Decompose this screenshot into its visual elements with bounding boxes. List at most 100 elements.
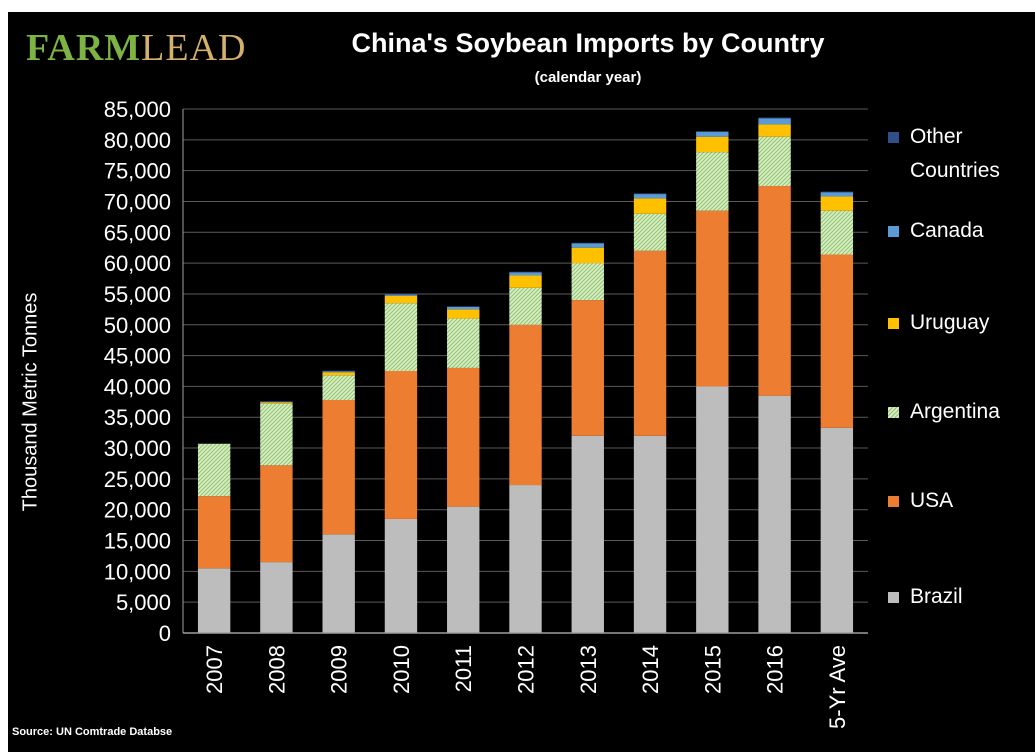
- legend-swatch-canada: [888, 226, 899, 237]
- stacked-bar-chart: 0 5,000 10,000 15,000 20,000 25,000 30,000 35,0…: [104, 97, 868, 729]
- bar-brazil-2016: [758, 395, 791, 633]
- y-tick-label: 20,000: [104, 498, 171, 523]
- bar-argentina-2011: [447, 318, 480, 368]
- bar-brazil-2015: [696, 386, 729, 633]
- y-tick-label: 75,000: [104, 159, 171, 184]
- legend-swatch-other-countries: [888, 132, 899, 143]
- bar-other-countries-2016: [758, 117, 791, 119]
- bar-canada-2015: [696, 131, 729, 137]
- bar-uruguay-5-yr-ave: [820, 196, 854, 211]
- legend-label-uruguay: Uruguay: [910, 311, 990, 334]
- bar-brazil-2013: [571, 435, 604, 633]
- legend-swatch-usa: [888, 496, 899, 507]
- bar-uruguay-2008: [260, 402, 293, 404]
- bar-brazil-2009: [322, 534, 355, 633]
- y-tick-label: 80,000: [104, 128, 171, 153]
- bar-brazil-2010: [384, 518, 418, 633]
- bar-argentina-2009: [322, 375, 355, 400]
- bar-other-countries-2009: [322, 370, 355, 372]
- x-tick-label: 2012: [514, 645, 539, 694]
- bar-usa-2007: [197, 496, 231, 569]
- y-tick-label: 50,000: [104, 313, 171, 338]
- bar-uruguay-2014: [633, 198, 667, 214]
- bar-brazil-2008: [260, 562, 293, 633]
- bar-usa-2011: [447, 367, 480, 507]
- legend-swatch-brazil: [888, 592, 899, 603]
- bar-usa-2015: [696, 210, 729, 387]
- y-tick-label: 10,000: [104, 559, 171, 584]
- bar-canada-2013: [571, 243, 604, 248]
- bar-uruguay-2016: [758, 124, 791, 137]
- bar-uruguay-2012: [509, 275, 542, 288]
- bar-usa-5-yr-ave: [820, 254, 854, 428]
- x-tick-label: 2014: [638, 645, 663, 694]
- bar-other-countries-2015: [696, 131, 729, 132]
- x-tick-label: 2011: [451, 645, 476, 692]
- y-tick-label: 85,000: [104, 97, 171, 122]
- bar-canada-5-yr-ave: [820, 192, 854, 197]
- y-tick-label: 55,000: [104, 282, 171, 307]
- bar-argentina-2008: [260, 403, 293, 466]
- bar-uruguay-2010: [384, 295, 418, 304]
- bar-other-countries-5-yr-ave: [820, 191, 854, 193]
- bar-usa-2012: [509, 324, 542, 486]
- source-note: Source: UN Comtrade Databse: [12, 726, 173, 738]
- bar-brazil-2011: [447, 506, 480, 633]
- bar-usa-2014: [633, 250, 667, 436]
- y-tick-label: 65,000: [104, 220, 171, 245]
- legend-swatch-uruguay: [888, 318, 899, 329]
- bar-brazil-2014: [633, 435, 667, 633]
- chart-title: China's Soybean Imports by Country: [351, 28, 825, 58]
- bar-usa-2009: [322, 399, 355, 535]
- x-tick-label: 2010: [389, 645, 414, 694]
- y-tick-label: 40,000: [104, 374, 171, 399]
- y-tick-label: 30,000: [104, 436, 171, 461]
- legend-label-argentina: Argentina: [910, 400, 1000, 423]
- bar-other-countries-2010: [384, 293, 418, 295]
- chart-panel: FARMLEAD China's Soybean Imports by Coun…: [8, 12, 1035, 752]
- x-tick-label: 2016: [763, 645, 788, 694]
- bar-uruguay-2009: [322, 372, 355, 376]
- bar-other-countries-2012: [509, 271, 542, 273]
- bar-uruguay-2013: [571, 247, 604, 264]
- y-tick-label: 5,000: [116, 590, 171, 615]
- bar-argentina-2016: [758, 136, 791, 187]
- bar-argentina-2015: [696, 152, 729, 211]
- bar-usa-2010: [384, 371, 418, 519]
- legend-swatch-argentina: [888, 407, 899, 418]
- y-tick-label: 0: [159, 621, 171, 646]
- bar-argentina-5-yr-ave: [820, 210, 854, 255]
- logo-farm-text: FARM: [26, 27, 142, 69]
- bar-usa-2008: [260, 465, 293, 563]
- farmlead-logo: FARMLEAD: [26, 26, 246, 70]
- bar-brazil-5-yr-ave: [820, 427, 854, 633]
- bar-canada-2008: [260, 401, 293, 403]
- bar-canada-2012: [509, 272, 542, 276]
- legend-label-canada: Canada: [910, 219, 984, 242]
- bar-argentina-2010: [384, 303, 418, 371]
- x-tick-label: 2007: [202, 645, 227, 694]
- x-tick-label: 5-Yr Ave: [825, 645, 850, 729]
- logo-lead-text: LEAD: [141, 27, 247, 69]
- bar-argentina-2013: [571, 263, 604, 301]
- bar-canada-2011: [447, 306, 480, 310]
- bar-canada-2014: [633, 194, 667, 199]
- bar-brazil-2007: [197, 568, 231, 633]
- legend-label-brazil: Brazil: [910, 585, 963, 608]
- y-tick-label: 25,000: [104, 467, 171, 492]
- x-tick-label: 2009: [327, 645, 352, 694]
- legend-label-usa: USA: [910, 489, 954, 512]
- x-tick-label: 2013: [576, 645, 601, 694]
- bar-canada-2009: [322, 371, 355, 373]
- y-tick-label: 35,000: [104, 405, 171, 430]
- bar-other-countries-2011: [447, 306, 480, 307]
- y-tick-label: 15,000: [104, 529, 171, 554]
- bar-other-countries-2013: [571, 242, 604, 244]
- bar-usa-2016: [758, 186, 791, 396]
- bar-brazil-2012: [509, 485, 542, 633]
- bar-canada-2010: [384, 294, 418, 296]
- y-tick-label: 60,000: [104, 251, 171, 276]
- bar-uruguay-2015: [696, 136, 729, 153]
- bar-uruguay-2011: [447, 309, 480, 319]
- bar-other-countries-2008: [260, 401, 293, 402]
